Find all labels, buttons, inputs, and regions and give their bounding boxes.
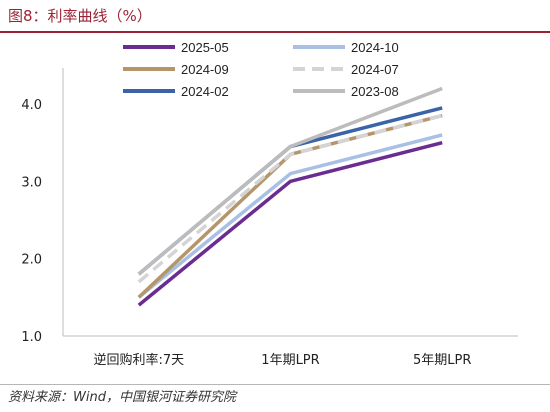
source-note: 资料来源：Wind，中国银河证券研究院 <box>8 390 236 405</box>
title-rule <box>0 31 550 33</box>
series-lines <box>137 86 443 307</box>
axes <box>62 68 518 337</box>
figure-title: 图8：利率曲线（%） <box>8 7 152 25</box>
legend-label-2024-07: 2024-07 <box>351 62 399 77</box>
legend: 2025-05 2024-10 2024-09 2024-07 2024-02 2023-… <box>123 40 399 99</box>
series-line-2023-08 <box>137 86 443 276</box>
source-rule <box>0 384 550 385</box>
series-line-2025-05 <box>137 141 443 307</box>
x-tick-labels: 逆回购利率:7天 1年期LPR 5年期LPR <box>94 352 472 368</box>
series-line-2024-07 <box>137 113 443 284</box>
x-tick-label: 5年期LPR <box>413 353 471 368</box>
y-tick-label: 1.0 <box>21 330 42 345</box>
legend-label-2024-02: 2024-02 <box>181 84 229 99</box>
y-tick-label: 4.0 <box>21 98 42 113</box>
series-line-2024-02 <box>137 106 443 276</box>
x-tick-label: 逆回购利率:7天 <box>94 352 185 368</box>
series-line-2024-10 <box>137 133 443 299</box>
legend-label-2025-05: 2025-05 <box>181 40 229 55</box>
line-chart: 1.0 2.0 3.0 4.0 逆回购利率:7天 1年期LPR 5年期LPR 2025-0… <box>21 40 518 368</box>
y-tick-labels: 1.0 2.0 3.0 4.0 <box>21 98 42 345</box>
legend-label-2024-10: 2024-10 <box>351 40 399 55</box>
legend-label-2024-09: 2024-09 <box>181 62 229 77</box>
y-tick-label: 3.0 <box>21 175 42 190</box>
x-tick-label: 1年期LPR <box>261 353 319 368</box>
legend-label-2023-08: 2023-08 <box>351 84 399 99</box>
y-tick-label: 2.0 <box>21 253 42 268</box>
